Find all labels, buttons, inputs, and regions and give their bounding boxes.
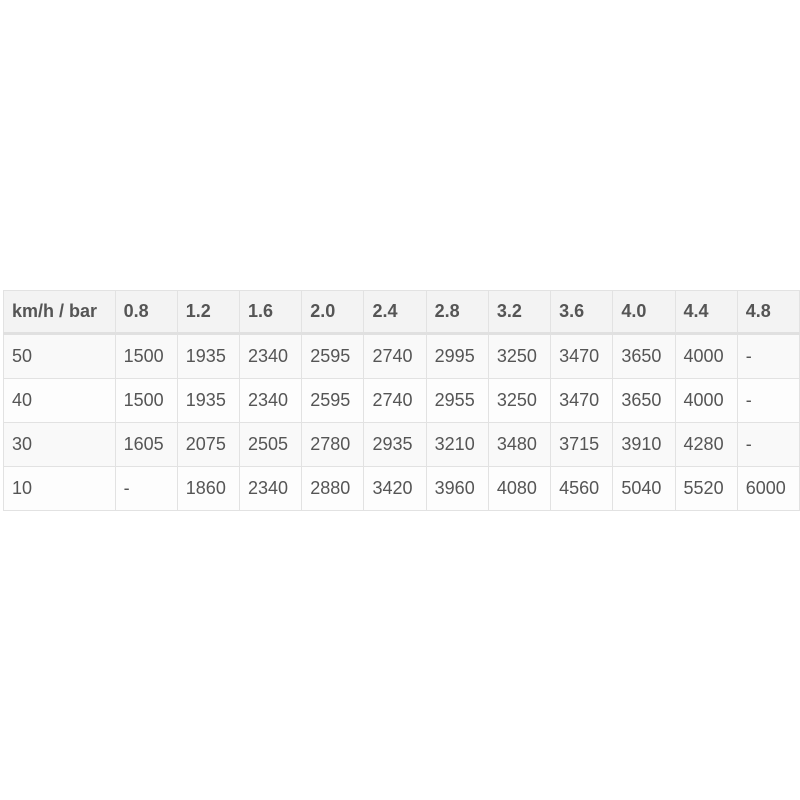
load-cell: 3960: [425, 466, 489, 511]
load-cell: 3650: [612, 333, 676, 379]
load-cell: -: [736, 333, 800, 379]
load-cell: 2740: [363, 378, 427, 423]
load-cell: -: [736, 422, 800, 467]
header-speed-pressure: km/h / bar: [3, 290, 116, 335]
header-pressure: 2.8: [425, 290, 489, 335]
speed-cell: 30: [3, 422, 116, 467]
speed-cell: 40: [3, 378, 116, 423]
header-pressure: 3.2: [487, 290, 552, 335]
load-cell: 1605: [114, 422, 178, 467]
header-pressure: 1.2: [176, 290, 241, 335]
load-cell: 2505: [238, 422, 303, 467]
load-cell: 2595: [301, 378, 365, 423]
load-cell: 5040: [612, 466, 676, 511]
load-cell: 2995: [425, 333, 489, 379]
load-cell: 6000: [736, 466, 800, 511]
load-cell: -: [736, 378, 800, 423]
load-cell: 4560: [550, 466, 614, 511]
load-cell: 2340: [238, 333, 303, 379]
load-cell: 3470: [550, 378, 614, 423]
load-cell: 5520: [674, 466, 738, 511]
header-pressure: 2.0: [301, 290, 365, 335]
load-cell: 3910: [612, 422, 676, 467]
load-cell: 3470: [550, 333, 614, 379]
header-pressure: 4.0: [612, 290, 676, 335]
header-pressure: 1.6: [238, 290, 303, 335]
load-cell: 4000: [674, 378, 738, 423]
load-cell: 2880: [301, 466, 365, 511]
header-pressure: 0.8: [114, 290, 178, 335]
table-row: 40 1500 1935 2340 2595 2740 2955 3250 3470 3650 40…: [3, 378, 800, 423]
load-cell: 2075: [176, 422, 241, 467]
load-cell: 2340: [238, 378, 303, 423]
load-cell: 4000: [674, 333, 738, 379]
header-pressure: 4.8: [736, 290, 800, 335]
load-cell: 3715: [550, 422, 614, 467]
header-pressure: 3.6: [550, 290, 614, 335]
speed-cell: 50: [3, 333, 116, 379]
load-cell: 2340: [238, 466, 303, 511]
load-cell: 1935: [176, 378, 241, 423]
load-cell: 4080: [487, 466, 552, 511]
load-table: km/h / bar 0.8 1.2 1.6 2.0 2.4 2.8 3.2 3.6 4.0 4.4…: [3, 290, 800, 511]
header-row: km/h / bar 0.8 1.2 1.6 2.0 2.4 2.8 3.2 3.6 4.0 4.4…: [3, 290, 800, 335]
table-row: 10-1860 2340 2880 3420 3960 4080 4560 5040 5520 6…: [3, 466, 800, 511]
table-row: 30 1605 2075 2505 2780 2935 3210 3480 3715 3910 42…: [3, 422, 800, 467]
load-cell: 3650: [612, 378, 676, 423]
load-cell: 3250: [487, 378, 552, 423]
load-cell: 2935: [363, 422, 427, 467]
load-cell: 2595: [301, 333, 365, 379]
table-row: 50 1500 1935 2340 2595 2740 2995 3250 3470 3650 40…: [3, 333, 800, 379]
speed-cell: 10: [3, 466, 116, 511]
load-cell: 2740: [363, 333, 427, 379]
load-cell: 1500: [114, 378, 178, 423]
header-pressure: 4.4: [674, 290, 738, 335]
load-cell: 1935: [176, 333, 241, 379]
load-cell: 4280: [674, 422, 738, 467]
load-cell: 2780: [301, 422, 365, 467]
load-cell: -: [114, 466, 178, 511]
load-cell: 3250: [487, 333, 552, 379]
header-pressure: 2.4: [363, 290, 427, 335]
load-cell: 3210: [425, 422, 489, 467]
load-cell: 3480: [487, 422, 552, 467]
load-cell: 1860: [176, 466, 241, 511]
load-cell: 2955: [425, 378, 489, 423]
load-cell: 1500: [114, 333, 178, 379]
load-cell: 3420: [363, 466, 427, 511]
